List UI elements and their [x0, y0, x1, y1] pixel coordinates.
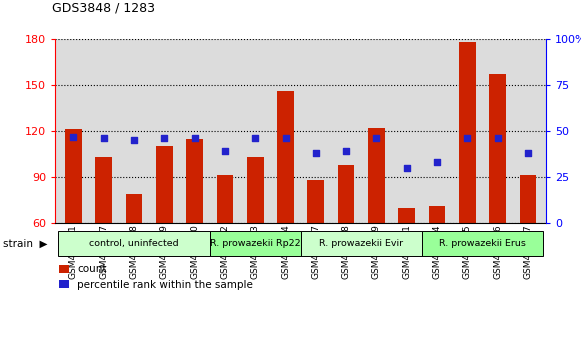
Point	[432, 159, 442, 165]
Text: R. prowazekii Erus: R. prowazekii Erus	[439, 239, 526, 248]
Point	[250, 136, 260, 141]
Bar	[301, 231, 422, 256]
Point	[311, 150, 321, 156]
Point	[190, 136, 199, 141]
Point	[523, 150, 533, 156]
Point	[160, 136, 169, 141]
Point	[99, 136, 108, 141]
Point	[462, 136, 472, 141]
Bar	[95, 157, 112, 223]
Point	[372, 136, 381, 141]
Bar	[459, 42, 476, 223]
Point	[402, 165, 411, 171]
Bar	[519, 176, 536, 223]
Point	[493, 136, 503, 141]
Text: GDS3848 / 1283: GDS3848 / 1283	[52, 1, 155, 14]
Text: control, uninfected: control, uninfected	[89, 239, 179, 248]
Point	[281, 136, 290, 141]
Bar	[156, 146, 173, 223]
Bar	[307, 180, 324, 223]
Text: strain  ▶: strain ▶	[3, 238, 48, 249]
Bar	[210, 231, 301, 256]
Bar	[399, 208, 415, 223]
Bar	[429, 206, 446, 223]
Bar	[58, 231, 210, 256]
Text: R. prowazekii Rp22: R. prowazekii Rp22	[210, 239, 300, 248]
Bar	[247, 157, 264, 223]
Legend: count, percentile rank within the sample: count, percentile rank within the sample	[55, 260, 257, 294]
Point	[342, 148, 351, 154]
Bar	[217, 176, 233, 223]
Point	[220, 148, 229, 154]
Bar	[368, 128, 385, 223]
Point	[130, 137, 139, 143]
Bar	[338, 165, 354, 223]
Text: R. prowazekii Evir: R. prowazekii Evir	[319, 239, 403, 248]
Bar	[489, 74, 506, 223]
Bar	[65, 130, 82, 223]
Point	[69, 134, 78, 139]
Bar	[125, 194, 142, 223]
Bar	[277, 91, 294, 223]
Bar	[422, 231, 543, 256]
Bar	[187, 139, 203, 223]
